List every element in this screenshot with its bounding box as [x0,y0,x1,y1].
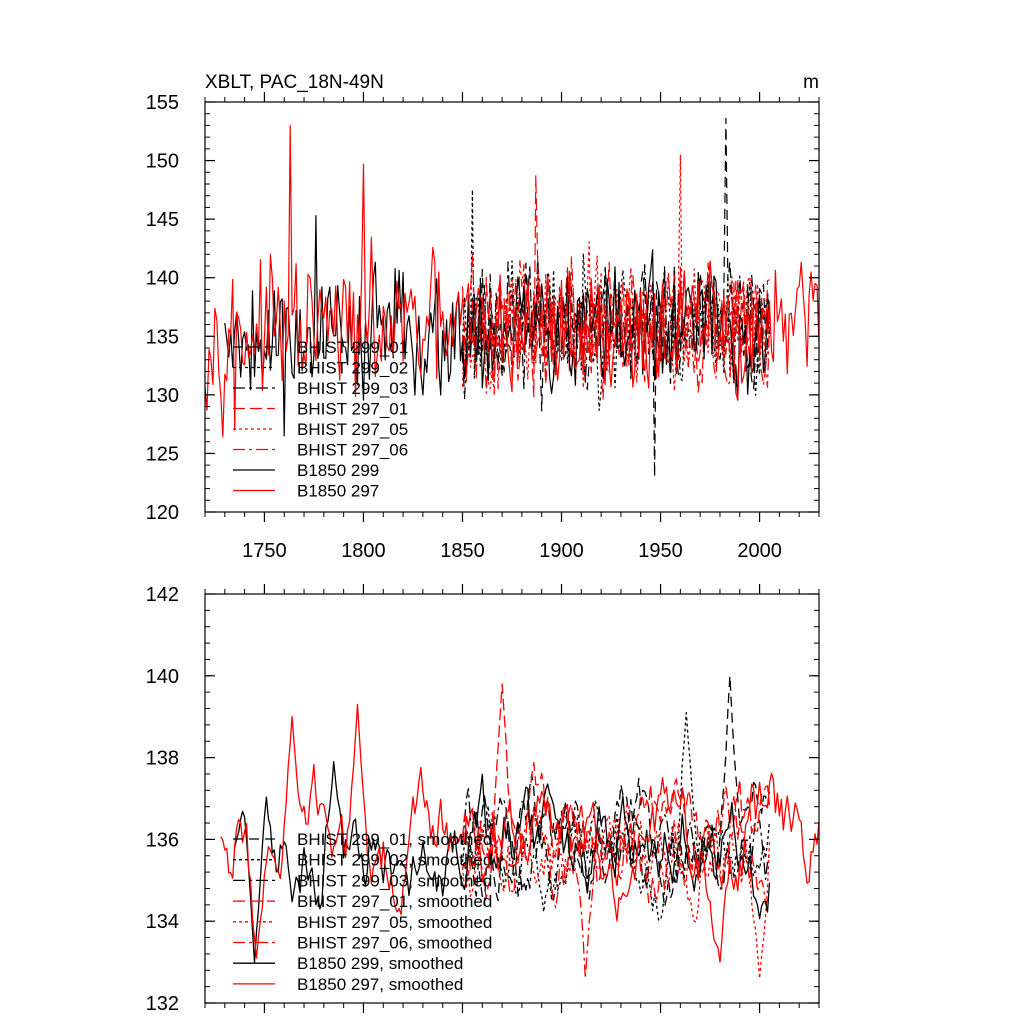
smoothed-ytick-label: 138 [146,748,179,770]
smoothed-series-bhist-299-02-smoothed [461,711,771,921]
raw-legend-label: BHIST 297_06 [297,441,408,460]
smoothed-series-group [220,675,820,980]
raw-series-group [204,117,820,478]
smoothed-legend-label: BHIST 297_05, smoothed [297,913,492,932]
smoothed-ytick-label: 140 [146,666,179,688]
raw-legend-label: BHIST 297_01 [297,400,408,419]
smoothed-legend-label: B1850 299, smoothed [297,954,463,973]
smoothed-series-b1850-299-smoothed [234,761,771,963]
raw-xtick-label: 1900 [539,540,584,562]
smoothed-legend-label: BHIST 297_06, smoothed [297,934,492,953]
raw-xtick-label: 2000 [737,540,782,562]
raw-legend-label: B1850 299 [297,461,379,480]
raw-ytick-label: 145 [146,209,179,231]
smoothed-plot-frame [204,593,820,1004]
raw-legend-label: BHIST 299_02 [297,359,408,378]
units-label: m [803,72,819,93]
raw-series-b1850-299 [224,215,771,437]
raw-legend-label: BHIST 299_01 [297,338,408,357]
smoothed-series-b1850-297-smoothed [220,703,820,963]
raw-xtick-label: 1750 [242,540,287,562]
chart-title: XBLT, PAC_18N-49N [205,72,384,93]
raw-legend-label: BHIST 299_03 [297,379,408,398]
raw-panel: 120 125 130 135 140 145 150 155 1750 1800 1850 1900… [146,92,820,562]
smoothed-ytick-label: 136 [146,829,179,851]
smoothed-series-bhist-299-03-smoothed [461,787,771,901]
smoothed-legend-label: B1850 297, smoothed [297,975,463,994]
smoothed-legend-label: BHIST 299_02, smoothed [297,851,492,870]
raw-ytick-label: 120 [146,502,179,524]
raw-ytick-label: 140 [146,268,179,290]
smoothed-panel: 132 134 136 138 140 142 BHIST 299_01, smoothed… [146,584,820,1015]
smoothed-legend-label: BHIST 297_01, smoothed [297,892,492,911]
raw-ytick-label: 130 [146,385,179,407]
smoothed-ytick-label: 134 [146,911,179,933]
raw-ytick-label: 125 [146,443,179,465]
raw-ytick-label: 155 [146,92,179,114]
smoothed-ytick-label: 142 [146,584,179,606]
raw-series-b1850-297 [204,124,820,438]
raw-ytick-label: 135 [146,326,179,348]
raw-ytick-label: 150 [146,151,179,173]
raw-xtick-label: 1850 [440,540,485,562]
smoothed-series-bhist-297-01-smoothed [461,683,771,900]
smoothed-series-bhist-297-06-smoothed [461,786,770,980]
raw-xtick-label: 1800 [341,540,386,562]
smoothed-legend-label: BHIST 299_01, smoothed [297,830,492,849]
raw-xtick-label: 1950 [638,540,683,562]
raw-legend-label: B1850 297 [297,482,379,501]
smoothed-legend: BHIST 299_01, smoothed BHIST 299_02, smoo… [233,830,492,994]
raw-plot-frame [204,101,820,513]
smoothed-legend-label: BHIST 299_03, smoothed [297,871,492,890]
raw-legend-label: BHIST 297_05 [297,420,408,439]
smoothed-ytick-label: 132 [146,993,179,1015]
